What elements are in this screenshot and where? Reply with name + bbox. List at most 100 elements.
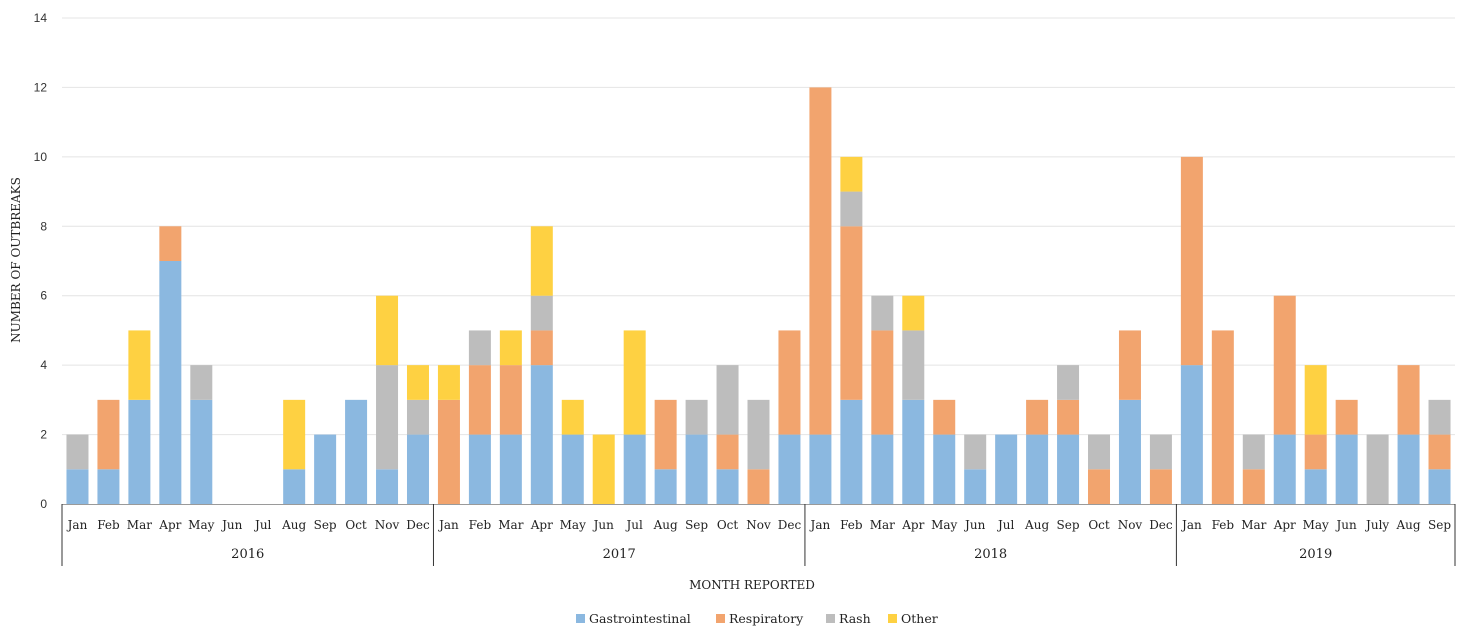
bar-segment-gastrointestinal	[995, 435, 1017, 504]
bar-segment-gastrointestinal	[840, 400, 862, 504]
bar-segment-gastrointestinal	[902, 400, 924, 504]
bar-segment-other	[1305, 365, 1327, 434]
y-tick-label: 4	[40, 358, 47, 372]
month-tick-label: Aug	[281, 518, 306, 532]
bar-segment-respiratory	[159, 226, 181, 261]
bar-segment-rash	[1150, 435, 1172, 470]
month-tick-label: Sep	[1057, 518, 1080, 532]
gridlines	[62, 18, 1455, 435]
bar-segment-respiratory	[500, 365, 522, 434]
bar-segment-gastrointestinal	[717, 469, 739, 504]
bar-segment-other	[562, 400, 584, 435]
y-axis: 0 2 4 6 8 10 12 14	[34, 11, 48, 511]
bar-segment-other	[531, 226, 553, 295]
bar-segment-gastrointestinal	[469, 435, 491, 504]
bar-segment-other	[438, 365, 460, 400]
bar-segment-respiratory	[97, 400, 119, 469]
bar-segment-gastrointestinal	[686, 435, 708, 504]
bar-segment-respiratory	[1150, 469, 1172, 504]
bar-segment-other	[902, 296, 924, 331]
bar-segment-rash	[1429, 400, 1451, 435]
bar-segment-gastrointestinal	[1181, 365, 1203, 504]
bar-segment-rash	[871, 296, 893, 331]
bar-segment-respiratory	[1088, 469, 1110, 504]
month-tick-label: Jan	[66, 518, 88, 532]
bar-segment-rash	[1088, 435, 1110, 470]
bar-segment-rash	[469, 330, 491, 365]
y-tick-label: 2	[40, 428, 47, 442]
bar-segment-respiratory	[1057, 400, 1079, 435]
month-tick-label: Mar	[1241, 518, 1266, 532]
bar-segment-other	[593, 435, 615, 504]
month-tick-label: Nov	[746, 518, 771, 532]
month-tick-label: Mar	[498, 518, 523, 532]
month-tick-label: Mar	[127, 518, 152, 532]
month-tick-label: May	[560, 518, 586, 532]
bar-segment-respiratory	[1119, 330, 1141, 399]
month-tick-label: Jan	[437, 518, 459, 532]
month-tick-label: Jun	[1335, 518, 1358, 532]
y-tick-label: 6	[40, 289, 47, 303]
month-tick-label: Jun	[220, 518, 243, 532]
month-tick-label: Jul	[253, 518, 272, 532]
month-tick-label: May	[1303, 518, 1329, 532]
bar-segment-respiratory	[1305, 435, 1327, 470]
bar-segment-respiratory	[871, 330, 893, 434]
month-tick-label: Dec	[1149, 518, 1173, 532]
bar-segment-gastrointestinal	[376, 469, 398, 504]
legend: Gastrointestinal Respiratory Rash Other	[576, 611, 938, 626]
bar-segment-other	[376, 296, 398, 365]
month-tick-label: Apr	[530, 518, 553, 532]
bar-segment-gastrointestinal	[624, 435, 646, 504]
bar-segment-gastrointestinal	[97, 469, 119, 504]
bar-segment-respiratory	[469, 365, 491, 434]
y-tick-label: 0	[40, 497, 47, 511]
month-tick-label: Jan	[809, 518, 831, 532]
bar-segment-other	[283, 400, 305, 469]
bar-segment-gastrointestinal	[128, 400, 150, 504]
bar-segment-gastrointestinal	[159, 261, 181, 504]
legend-swatch	[888, 614, 897, 623]
bar-segment-rash	[964, 435, 986, 470]
bar-segment-other	[500, 330, 522, 365]
bar-segment-gastrointestinal	[345, 400, 367, 504]
bar-segment-gastrointestinal	[1398, 435, 1420, 504]
bar-segment-respiratory	[1336, 400, 1358, 435]
bar-segment-rash	[1367, 435, 1389, 504]
bar-segment-gastrointestinal	[407, 435, 429, 504]
bar-segment-gastrointestinal	[1429, 469, 1451, 504]
x-axis-title: MONTH REPORTED	[689, 578, 815, 592]
bar-segment-gastrointestinal	[809, 435, 831, 504]
month-tick-label: Jan	[1180, 518, 1202, 532]
bar-segment-gastrointestinal	[933, 435, 955, 504]
month-tick-label: Feb	[469, 518, 492, 532]
bar-segment-respiratory	[1274, 296, 1296, 435]
bar-segment-respiratory	[778, 330, 800, 434]
month-tick-label: Nov	[1118, 518, 1143, 532]
bar-segment-respiratory	[809, 87, 831, 434]
bar-segment-respiratory	[933, 400, 955, 435]
bar-segment-gastrointestinal	[190, 400, 212, 504]
bar-segment-rash	[717, 365, 739, 434]
year-group-label: 2019	[1299, 547, 1332, 562]
bar-segment-gastrointestinal	[1026, 435, 1048, 504]
bar-segment-gastrointestinal	[1274, 435, 1296, 504]
bar-segment-gastrointestinal	[500, 435, 522, 504]
bar-segment-respiratory	[1243, 469, 1265, 504]
y-tick-label: 14	[34, 11, 48, 25]
bar-segment-respiratory	[717, 435, 739, 470]
bar-segment-rash	[407, 400, 429, 435]
bar-segment-gastrointestinal	[1336, 435, 1358, 504]
month-tick-label: May	[931, 518, 957, 532]
month-tick-label: Apr	[158, 518, 181, 532]
month-tick-label: Jun	[963, 518, 986, 532]
legend-label: Rash	[839, 611, 871, 626]
month-tick-label: Feb	[97, 518, 120, 532]
month-tick-label: Apr	[1273, 518, 1296, 532]
bar-segment-respiratory	[531, 330, 553, 365]
bar-segment-other	[128, 330, 150, 399]
year-group-label: 2016	[231, 547, 264, 562]
bar-segment-respiratory	[1026, 400, 1048, 435]
bar-segment-gastrointestinal	[871, 435, 893, 504]
